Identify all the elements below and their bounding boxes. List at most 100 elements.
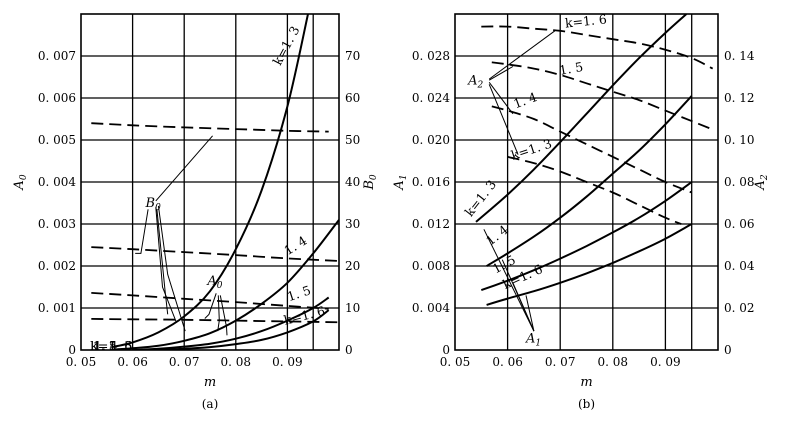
series-label: 1. 5 <box>558 59 584 78</box>
y-left-tick-label: 0. 006 <box>38 91 76 105</box>
plot-frame-a <box>80 13 340 351</box>
x-tick-label: 0. 09 <box>650 355 681 369</box>
leader-line <box>488 30 556 80</box>
leader-lines-b <box>483 30 556 332</box>
leader-line <box>155 135 213 202</box>
y-left-tick-label: 0. 001 <box>38 301 76 315</box>
leader-line <box>204 293 217 319</box>
series-line-b-1 <box>475 14 688 223</box>
panel-caption-a: (a) <box>202 397 219 411</box>
series-labels-a: k=1. 31. 41. 5k=1. 6k=1. 31. 41. 5k=1. 6 <box>90 23 326 353</box>
series-line-a-7 <box>91 292 329 310</box>
series-labels-b: k=1. 31. 41. 5k=1. 6k=1. 61. 51. 4k=1. 3 <box>462 11 608 292</box>
y-right-tick-label: 0 <box>724 343 732 357</box>
series-label: 1. 5 <box>285 282 312 304</box>
y-left-tick-label: 0. 002 <box>38 259 76 273</box>
y-left-tick-labels-b: 0 0. 004 0. 008 0. 012 0. 016 0. 020 0. 024 0. … <box>412 49 451 357</box>
y-right-tick-labels-b: 0 0. 02 0. 04 0. 06 0. 08 0. 10 0. 12 0. 14 <box>724 49 755 357</box>
series-label: 1. 4 <box>281 233 309 258</box>
leader-line <box>156 209 169 315</box>
leader-line <box>525 295 535 332</box>
series-line-a-5 <box>91 122 329 133</box>
y-right-tick-label: 0. 10 <box>724 133 755 147</box>
series-line-b-2 <box>486 95 693 267</box>
y-left-tick-label: 0. 016 <box>412 175 450 189</box>
series-line-a-3 <box>132 296 330 350</box>
y-right-tick-label: 0. 08 <box>724 175 755 189</box>
x-tick-label: 0. 09 <box>272 355 303 369</box>
leader-line <box>488 66 514 81</box>
y-left-tick-label: 0. 020 <box>412 133 450 147</box>
x-tick-label: 0. 05 <box>66 355 97 369</box>
y-left-tick-label: 0. 008 <box>412 259 450 273</box>
annotation-label: A1 <box>525 332 541 349</box>
y-left-axis-label-b: A1 <box>392 174 409 190</box>
leader-line <box>488 81 514 115</box>
series-line-a-2 <box>111 219 339 350</box>
grid-b <box>455 14 718 350</box>
y-right-tick-label: 20 <box>345 259 360 273</box>
y-left-axis-label-a: A0 <box>12 174 29 190</box>
x-tick-label: 0. 07 <box>169 355 200 369</box>
x-axis-label-b: m <box>580 375 592 390</box>
y-right-tick-label: 60 <box>345 91 360 105</box>
y-left-tick-label: 0. 004 <box>412 301 451 315</box>
leader-line <box>217 295 220 332</box>
series-line-a-8 <box>91 318 339 324</box>
y-left-tick-label: 0. 028 <box>412 49 450 63</box>
series-label: 1. 5 <box>93 338 117 353</box>
y-right-tick-label: 0. 04 <box>724 259 755 273</box>
annotation-label: A0 <box>206 274 222 291</box>
x-tick-labels-a: 0. 05 0. 06 0. 07 0. 08 0. 09 <box>66 355 303 369</box>
y-left-tick-label: 0 <box>68 343 76 357</box>
y-right-tick-label: 0. 02 <box>724 301 755 315</box>
series-label: k=1. 6 <box>564 11 607 30</box>
series-line-a-6 <box>91 246 339 262</box>
y-left-tick-label: 0. 024 <box>412 91 451 105</box>
chart-panel-b: 0. 05 0. 06 0. 07 0. 08 0. 09 0 0. 004 0. 008 0… <box>392 11 770 411</box>
x-axis-label-a: m <box>204 375 216 390</box>
leader-line <box>135 209 149 254</box>
series-label: k=1. 6 <box>90 338 132 353</box>
y-left-tick-label: 0. 003 <box>38 217 76 231</box>
x-tick-labels-b: 0. 05 0. 06 0. 07 0. 08 0. 09 <box>440 355 681 369</box>
series-b <box>475 14 714 306</box>
grid-a <box>81 14 339 350</box>
leader-line <box>512 282 535 332</box>
leader-line <box>157 205 186 332</box>
annotation-label: B0 <box>145 196 162 213</box>
y-right-tick-label: 0. 12 <box>724 91 755 105</box>
y-right-tick-label: 10 <box>345 301 360 315</box>
y-right-tick-label: 0 <box>345 343 353 357</box>
annotations-b: A2 A1 <box>467 73 541 348</box>
x-tick-label: 0. 05 <box>440 355 471 369</box>
series-line-b-3 <box>480 181 693 292</box>
series-a <box>91 14 339 350</box>
leader-lines-a <box>135 135 228 336</box>
series-label: k=1. 3 <box>462 177 500 219</box>
leader-line <box>155 207 177 323</box>
annotations-a: B0 A0 <box>145 196 223 291</box>
y-right-tick-label: 30 <box>345 217 360 231</box>
series-line-b-6 <box>491 61 714 131</box>
x-tick-label: 0. 08 <box>221 355 252 369</box>
series-line-b-4 <box>486 223 693 306</box>
plot-frame-b <box>454 13 719 351</box>
leader-line <box>488 84 519 155</box>
chart-panel-a: 0. 05 0. 06 0. 07 0. 08 0. 09 0 0. 001 0. 002 0… <box>12 13 379 411</box>
y-right-tick-label: 40 <box>345 175 360 189</box>
x-tick-label: 0. 06 <box>117 355 148 369</box>
leader-line <box>483 229 535 332</box>
y-left-tick-label: 0. 005 <box>38 133 76 147</box>
y-right-axis-label-a: B0 <box>362 174 379 191</box>
x-tick-label: 0. 06 <box>492 355 523 369</box>
y-right-tick-label: 50 <box>345 133 360 147</box>
y-left-tick-label: 0. 007 <box>38 49 76 63</box>
series-label: k=1. 3 <box>90 338 132 353</box>
y-right-tick-label: 0. 06 <box>724 217 755 231</box>
series-line-b-5 <box>481 25 714 70</box>
x-tick-label: 0. 08 <box>598 355 629 369</box>
y-left-tick-label: 0. 004 <box>38 175 77 189</box>
x-tick-label: 0. 07 <box>545 355 576 369</box>
